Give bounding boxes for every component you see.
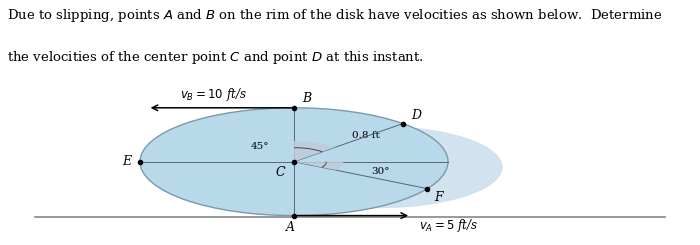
Wedge shape: [294, 141, 335, 162]
Text: Due to slipping, points $A$ and $B$ on the rim of the disk have velocities as sh: Due to slipping, points $A$ and $B$ on t…: [7, 7, 662, 24]
Wedge shape: [294, 162, 343, 170]
Text: F: F: [435, 191, 443, 204]
Text: C: C: [276, 166, 286, 179]
Text: 0.8 ft: 0.8 ft: [352, 131, 379, 140]
Text: 45°: 45°: [251, 142, 270, 151]
Text: E: E: [122, 155, 132, 168]
Text: the velocities of the center point $C$ and point $D$ at this instant.: the velocities of the center point $C$ a…: [7, 49, 424, 66]
Text: $v_A = 5$ ft/s: $v_A = 5$ ft/s: [419, 217, 479, 234]
Text: A: A: [286, 220, 295, 233]
Text: $v_B = 10$ ft/s: $v_B = 10$ ft/s: [180, 86, 247, 103]
Ellipse shape: [256, 127, 502, 208]
Text: D: D: [412, 109, 421, 122]
Text: 30°: 30°: [371, 167, 389, 176]
Circle shape: [140, 108, 448, 216]
Text: B: B: [302, 92, 312, 105]
